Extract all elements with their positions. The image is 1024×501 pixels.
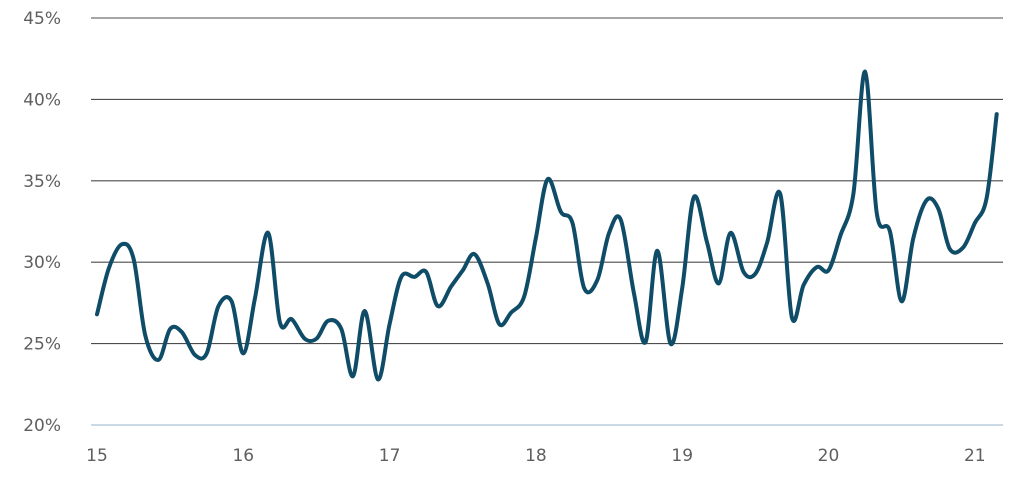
data-point	[607, 231, 611, 235]
data-point	[424, 270, 428, 274]
data-point	[717, 281, 721, 285]
data-point	[461, 268, 465, 272]
data-point	[363, 309, 367, 313]
x-tick-label: 16	[232, 446, 254, 466]
data-point	[290, 317, 294, 321]
data-point	[669, 342, 673, 346]
data-point	[995, 112, 999, 116]
data-point	[888, 229, 892, 233]
data-point	[559, 210, 563, 214]
data-point	[388, 322, 392, 326]
data-point	[436, 304, 440, 308]
x-tick-label: 21	[964, 446, 986, 466]
data-point	[216, 304, 220, 308]
data-point	[193, 353, 197, 357]
data-point	[961, 246, 965, 250]
data-point	[729, 231, 733, 235]
data-point	[351, 374, 355, 378]
data-point	[107, 267, 111, 271]
data-point	[399, 275, 403, 279]
data-point	[595, 278, 599, 282]
data-point	[522, 294, 526, 298]
data-point	[644, 340, 648, 344]
y-tick-label: 40%	[23, 90, 61, 110]
series-group	[95, 69, 999, 382]
data-point	[925, 198, 929, 202]
data-point	[838, 234, 842, 238]
gridlines	[91, 17, 1003, 426]
data-point	[582, 286, 586, 290]
data-point	[534, 236, 538, 240]
data-point	[753, 272, 757, 276]
data-point	[413, 275, 417, 279]
data-point	[230, 299, 234, 303]
data-point	[120, 242, 124, 246]
data-point	[742, 270, 746, 274]
data-point	[241, 351, 245, 355]
series-line-0	[95, 69, 999, 382]
data-point	[900, 299, 904, 303]
data-point	[143, 334, 147, 338]
data-point	[376, 377, 380, 381]
data-point	[655, 249, 659, 253]
data-point	[473, 252, 477, 256]
y-tick-label: 25%	[23, 335, 61, 355]
data-point	[680, 286, 684, 290]
data-point	[802, 283, 806, 287]
data-point	[303, 337, 307, 341]
y-axis-ticks: 20% 25% 30% 35% 40% 45%	[23, 9, 61, 436]
data-point	[180, 330, 184, 334]
x-axis-ticks: 15 16 17 18 19 20 21	[86, 446, 985, 466]
data-point	[765, 241, 769, 245]
data-point	[156, 358, 160, 362]
data-point	[778, 192, 782, 196]
data-point	[936, 207, 940, 211]
x-tick-label: 20	[818, 446, 840, 466]
data-point	[985, 197, 989, 201]
data-point	[278, 320, 282, 324]
data-point	[546, 177, 550, 181]
data-point	[132, 257, 136, 261]
data-point	[827, 268, 831, 272]
data-point	[705, 241, 709, 245]
data-point	[509, 311, 513, 315]
y-tick-label: 45%	[23, 9, 61, 29]
y-tick-label: 20%	[23, 416, 61, 436]
data-point	[205, 351, 209, 355]
data-point	[315, 337, 319, 341]
data-point	[486, 281, 490, 285]
data-point	[168, 327, 172, 331]
data-point	[339, 327, 343, 331]
y-tick-label: 30%	[23, 253, 61, 273]
x-tick-label: 15	[86, 446, 108, 466]
data-point	[497, 322, 501, 326]
data-point	[95, 312, 99, 316]
data-point	[253, 296, 257, 300]
x-tick-label: 18	[525, 446, 547, 466]
data-point	[815, 265, 819, 269]
data-point	[948, 247, 952, 251]
data-point	[911, 236, 915, 240]
data-point	[326, 319, 330, 323]
data-point	[632, 291, 636, 295]
data-point	[571, 221, 575, 225]
x-tick-label: 17	[379, 446, 401, 466]
data-point	[790, 316, 794, 320]
data-point	[851, 192, 855, 196]
data-point	[619, 218, 623, 222]
x-tick-label: 19	[671, 446, 693, 466]
data-point	[449, 285, 453, 289]
data-point	[875, 211, 879, 215]
data-point	[863, 70, 867, 74]
data-point	[692, 195, 696, 199]
data-point	[973, 221, 977, 225]
data-point	[266, 231, 270, 235]
y-tick-label: 35%	[23, 172, 61, 192]
